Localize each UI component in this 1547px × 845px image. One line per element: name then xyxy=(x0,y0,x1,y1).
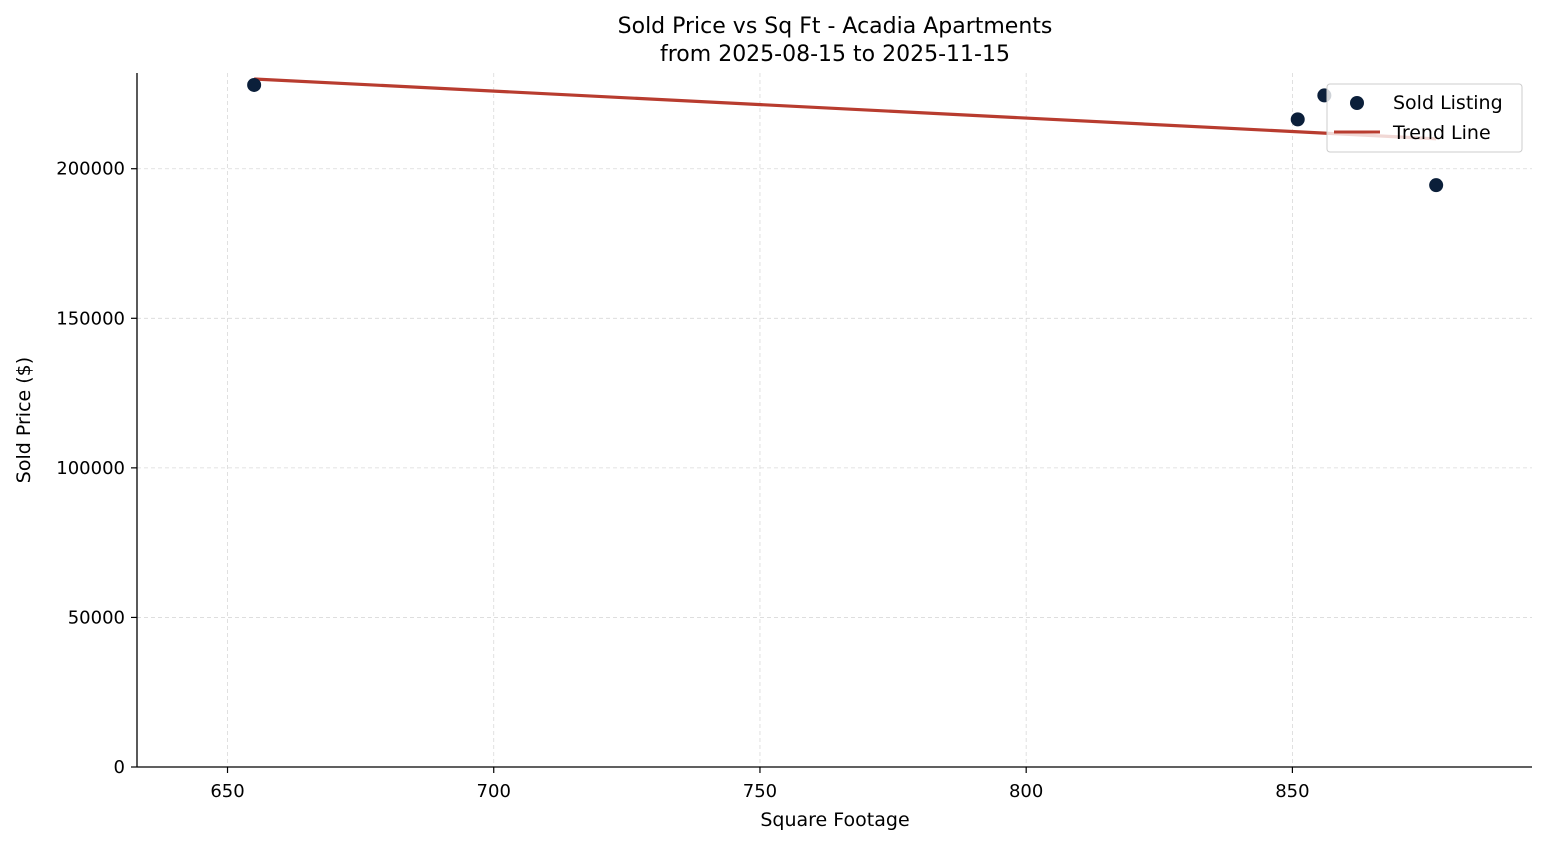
x-tick-label: 700 xyxy=(477,781,511,802)
y-axis-label: Sold Price ($) xyxy=(13,357,35,483)
legend-label-trend-line: Trend Line xyxy=(1392,122,1491,144)
y-axis-ticks: 0 50000 100000 150000 200000 xyxy=(56,159,137,778)
y-tick-label: 50000 xyxy=(68,607,125,628)
x-tick-label: 750 xyxy=(743,781,777,802)
legend: Sold Listing Trend Line xyxy=(1326,83,1523,153)
legend-box xyxy=(1326,83,1523,153)
scatter-point xyxy=(247,77,262,92)
trend-line xyxy=(254,77,1437,141)
axes xyxy=(136,73,1532,768)
x-axis-ticks: 650 700 750 800 850 xyxy=(210,767,1310,802)
x-tick-label: 650 xyxy=(210,781,244,802)
legend-marker-sold-listing xyxy=(1350,96,1364,110)
x-tick-label: 800 xyxy=(1009,781,1043,802)
x-tick-label: 850 xyxy=(1275,781,1309,802)
y-tick-label: 100000 xyxy=(56,458,125,479)
scatter-point xyxy=(1429,178,1444,193)
chart-subtitle: from 2025-08-15 to 2025-11-15 xyxy=(660,42,1010,67)
chart-title: Sold Price vs Sq Ft - Acadia Apartments xyxy=(618,14,1053,39)
grid xyxy=(137,73,1532,767)
scatter-points xyxy=(247,77,1444,193)
y-tick-label: 0 xyxy=(114,757,125,778)
scatter-point xyxy=(1290,112,1305,127)
legend-label-sold-listing: Sold Listing xyxy=(1393,92,1503,114)
x-axis-label: Square Footage xyxy=(760,809,909,831)
y-tick-label: 200000 xyxy=(56,159,125,180)
y-tick-label: 150000 xyxy=(56,308,125,329)
trend-line-layer xyxy=(254,77,1437,141)
